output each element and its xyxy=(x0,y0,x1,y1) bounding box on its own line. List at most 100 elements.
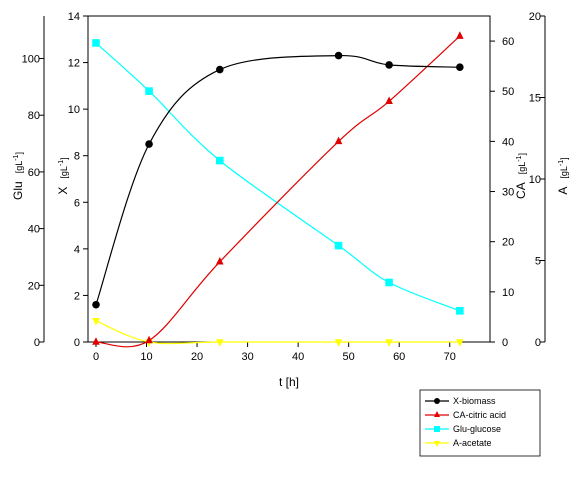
a-title-bracket: ] xyxy=(559,157,569,160)
legend-label: CA-citric acid xyxy=(453,410,506,420)
x-tick-label: 40 xyxy=(292,351,304,363)
data-point-glu-glucose xyxy=(145,87,153,95)
ca-title-exponent: -1 xyxy=(516,155,523,161)
ca-tick-label: 50 xyxy=(502,86,514,98)
a-tick-label: 0 xyxy=(535,337,541,349)
legend-swatch-marker xyxy=(434,411,440,417)
glu-tick-label: 100 xyxy=(22,54,40,66)
legend-swatch-marker xyxy=(434,441,440,447)
a-title-exponent: -1 xyxy=(558,160,565,166)
x-tick-label: 4 xyxy=(74,244,80,256)
glu-tick-label: 40 xyxy=(28,224,40,236)
series-glu-glucose xyxy=(92,39,464,315)
ca-tick-label: 0 xyxy=(502,337,508,349)
data-point-x-biomass xyxy=(456,63,464,72)
data-point-a-acetate xyxy=(385,339,393,347)
ca-axis-title: CA [gL-1] xyxy=(514,153,528,199)
x-title-label: X xyxy=(56,187,70,195)
x-tick-label: 12 xyxy=(68,58,80,70)
glu-title-exponent: -1 xyxy=(13,154,20,160)
x-tick-label: 0 xyxy=(74,337,80,349)
glucose-axis: 0 20 40 60 80 100 xyxy=(22,16,45,349)
data-point-ca-citric-acid xyxy=(216,256,224,265)
legend-item-glu-glucose: Glu-glucose xyxy=(425,424,501,434)
data-point-a-acetate xyxy=(334,339,343,347)
legend-label: X-biomass xyxy=(453,396,496,406)
glu-axis-title: Glu [gL-1] xyxy=(11,152,25,200)
ca-title-bracket: ] xyxy=(517,153,527,156)
data-point-ca-citric-acid xyxy=(334,136,343,145)
x-axis-title: t [h] xyxy=(279,375,299,389)
data-point-glu-glucose xyxy=(334,241,343,250)
series-line-ca-citric-acid xyxy=(95,35,461,348)
ca-tick-label: 60 xyxy=(502,36,514,48)
series-ca-citric-acid xyxy=(92,31,464,348)
glu-tick-label: 0 xyxy=(34,337,40,349)
x-biomass-axis: 0 2 4 6 8 10 12 14 xyxy=(68,11,88,349)
data-point-glu-glucose xyxy=(216,156,224,165)
x-tick-label: 14 xyxy=(68,11,80,23)
ca-tick-label: 40 xyxy=(502,136,514,148)
x-tick-label: 6 xyxy=(74,197,80,209)
data-point-ca-citric-acid xyxy=(456,31,464,39)
glu-title-unit: [gL xyxy=(14,161,24,174)
legend: X-biomass CA-citric acid Glu-glucose A-acet… xyxy=(419,389,541,457)
ca-tick-label: 30 xyxy=(502,187,514,199)
glu-title-bracket: ] xyxy=(14,152,24,155)
acetate-axis: 0 5 10 15 20 xyxy=(529,11,546,349)
a-tick-label: 20 xyxy=(529,11,541,23)
data-point-glu-glucose xyxy=(456,307,464,315)
x-tick-label: 10 xyxy=(68,104,80,116)
x-title-exponent: -1 xyxy=(58,160,65,166)
series-x-biomass xyxy=(92,51,464,309)
legend-item-a-acetate: A-acetate xyxy=(425,438,492,448)
x-tick-label: 70 xyxy=(444,351,456,363)
series-layer xyxy=(92,31,464,348)
data-point-x-biomass xyxy=(92,300,100,309)
data-point-a-acetate xyxy=(456,339,464,347)
legend-swatch-marker xyxy=(434,426,440,432)
data-point-x-biomass xyxy=(334,51,343,60)
legend-label: A-acetate xyxy=(453,438,492,448)
legend-item-x-biomass: X-biomass xyxy=(425,396,496,406)
series-line-glu-glucose xyxy=(95,42,461,312)
x-tick-label: 2 xyxy=(74,290,80,302)
x-tick-label: 8 xyxy=(74,151,80,163)
x-title-unit: [gL xyxy=(59,166,69,179)
ca-tick-label: 20 xyxy=(502,237,514,249)
data-point-a-acetate xyxy=(92,318,100,326)
legend-swatch-marker xyxy=(434,398,440,404)
ca-title-unit: [gL xyxy=(517,162,527,175)
data-point-glu-glucose xyxy=(385,278,393,287)
a-title-unit: [gL xyxy=(559,166,569,179)
ca-tick-label: 10 xyxy=(502,287,514,299)
data-point-x-biomass xyxy=(145,140,153,148)
x-tick-label: 0 xyxy=(93,351,99,363)
citric-acid-axis: 0 10 20 30 40 50 60 xyxy=(490,36,514,349)
data-point-ca-citric-acid xyxy=(145,335,153,344)
ca-title-label: CA xyxy=(514,182,528,199)
data-point-ca-citric-acid xyxy=(385,96,393,105)
data-point-ca-citric-acid xyxy=(92,337,100,345)
data-point-a-acetate xyxy=(216,339,224,347)
a-axis-title: A [gL-1] xyxy=(556,157,570,194)
x-tick-label: 60 xyxy=(393,351,405,363)
glu-tick-label: 20 xyxy=(28,280,40,292)
a-tick-label: 5 xyxy=(535,256,541,268)
x-axis: 0 10 20 30 40 50 60 70 xyxy=(93,342,456,363)
a-title-label: A xyxy=(556,187,570,195)
glu-title-label: Glu xyxy=(11,181,25,200)
x-title-bracket: ] xyxy=(59,157,69,160)
a-tick-label: 10 xyxy=(529,174,541,186)
x-axis-title: X [gL-1] xyxy=(56,157,70,194)
x-tick-label: 30 xyxy=(241,351,253,363)
x-tick-label: 50 xyxy=(343,351,355,363)
axis-titles: t [h]Glu[gL-1]X[gL-1]CA[gL-1]A[gL-1] xyxy=(11,152,570,389)
legend-item-ca-citric-acid: CA-citric acid xyxy=(425,410,506,420)
glu-tick-label: 60 xyxy=(28,167,40,179)
data-point-x-biomass xyxy=(385,61,393,69)
a-tick-label: 15 xyxy=(529,93,541,105)
legend-label: Glu-glucose xyxy=(453,424,501,434)
data-point-glu-glucose xyxy=(92,39,100,47)
